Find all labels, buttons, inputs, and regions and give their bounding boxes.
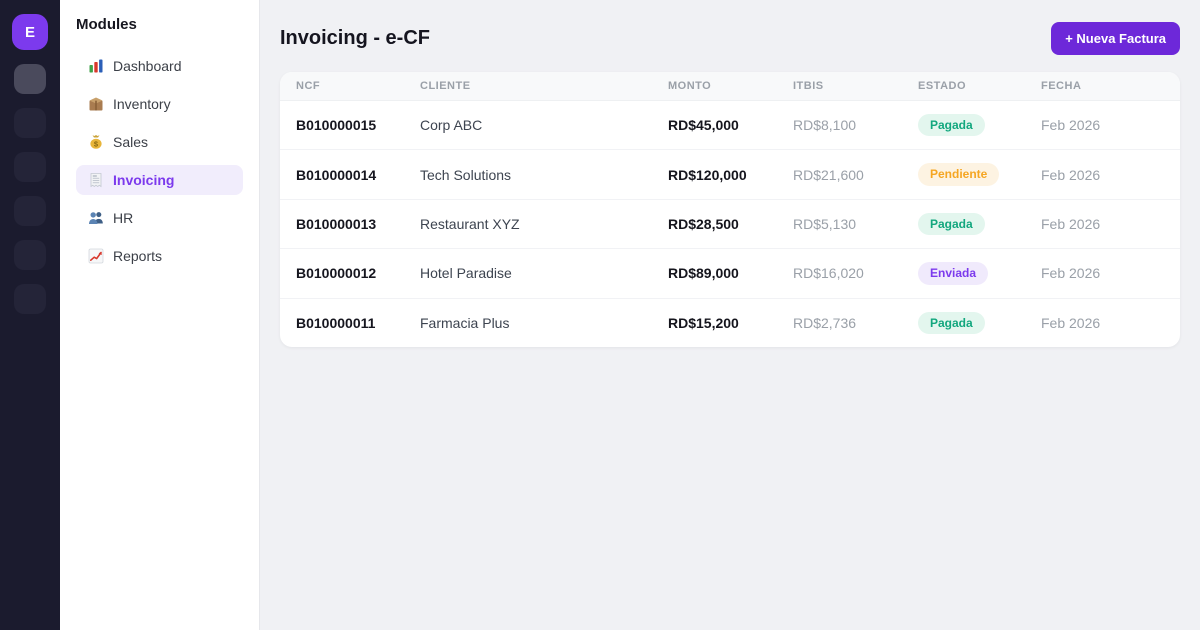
cell-fecha: Feb 2026 bbox=[1025, 100, 1180, 151]
cell-itbis: RD$2,736 bbox=[793, 314, 857, 331]
sidebar-item-hr[interactable]: HR bbox=[76, 203, 243, 233]
rail-icon-placeholder[interactable] bbox=[14, 284, 46, 314]
cell-monto: RD$28,500 bbox=[652, 199, 777, 250]
sidebar-item-label: Reports bbox=[113, 248, 163, 264]
invoices-table: NCF CLIENTE MONTO ITBIS ESTADO FECHA B0100000… bbox=[280, 72, 1180, 347]
main-content: Invoicing - e-CF + Nueva Factura NCF CLIE… bbox=[260, 0, 1200, 630]
svg-text:$: $ bbox=[94, 139, 99, 148]
invoice-row: B010000013 Restaurant XYZ RD$28,500 RD$5,13… bbox=[280, 199, 1180, 250]
cell-ncf: B010000015 bbox=[280, 100, 404, 151]
cell-cliente: Tech Solutions bbox=[404, 149, 652, 200]
invoice-row: B010000015 Corp ABC RD$45,000 RD$8,100 Pagad… bbox=[280, 100, 1180, 151]
invoice-row: B010000014 Tech Solutions RD$120,000 RD$21,… bbox=[280, 149, 1180, 200]
cell-fecha: Feb 2026 bbox=[1025, 248, 1180, 299]
status-badge: Pagada bbox=[918, 311, 985, 334]
sidebar-item-inventory[interactable]: Inventory bbox=[76, 89, 243, 119]
sales-icon: $ bbox=[88, 134, 104, 150]
cell-ncf: B010000013 bbox=[280, 199, 404, 250]
icon-rail: E bbox=[0, 0, 60, 630]
cell-cliente: Hotel Paradise bbox=[404, 248, 652, 299]
cell-itbis: RD$5,130 bbox=[777, 199, 902, 250]
inventory-icon bbox=[88, 96, 104, 112]
column-header-ncf: NCF bbox=[280, 72, 404, 101]
sidebar-item-list: Dashboard Inventory $ Sales Invoicing HR… bbox=[76, 51, 243, 271]
hr-icon bbox=[88, 210, 104, 226]
rail-placeholder-group bbox=[14, 64, 46, 328]
cell-itbis: RD$8,100 bbox=[777, 100, 902, 151]
modules-sidebar: Modules Dashboard Inventory $ Sales Invo… bbox=[60, 0, 260, 630]
rail-icon-placeholder[interactable] bbox=[14, 152, 46, 182]
rail-icon-placeholder[interactable] bbox=[14, 196, 46, 226]
cell-monto: RD$45,000 bbox=[652, 100, 777, 151]
column-header-itbis: ITBIS bbox=[777, 72, 902, 101]
sidebar-item-invoicing[interactable]: Invoicing bbox=[76, 165, 243, 195]
cell-monto: RD$15,200 bbox=[668, 314, 739, 331]
cell-cliente: Restaurant XYZ bbox=[404, 199, 652, 250]
cell-cliente: Farmacia Plus bbox=[420, 314, 510, 331]
cell-estado: Pendiente bbox=[902, 149, 1025, 200]
column-header-monto: MONTO bbox=[652, 72, 777, 101]
cell-ncf: B010000011 bbox=[296, 314, 376, 331]
cell-cliente: Corp ABC bbox=[404, 100, 652, 151]
sidebar-item-label: Inventory bbox=[113, 96, 171, 112]
cell-estado: Pagada bbox=[902, 100, 1025, 151]
column-header-estado: ESTADO bbox=[902, 72, 1025, 101]
rail-icon-placeholder[interactable] bbox=[14, 108, 46, 138]
sidebar-item-dashboard[interactable]: Dashboard bbox=[76, 51, 243, 81]
status-badge: Pendiente bbox=[918, 163, 1000, 186]
cell-fecha: Feb 2026 bbox=[1025, 149, 1180, 200]
sidebar-title: Modules bbox=[76, 16, 137, 33]
page-header: Invoicing - e-CF + Nueva Factura bbox=[280, 20, 1180, 56]
sidebar-item-label: Sales bbox=[113, 134, 149, 150]
cell-estado: Pagada bbox=[902, 199, 1025, 250]
cell-monto: RD$120,000 bbox=[652, 149, 777, 200]
rail-icon-placeholder[interactable] bbox=[14, 64, 46, 94]
sidebar-item-reports[interactable]: Reports bbox=[76, 241, 243, 271]
invoicing-icon bbox=[88, 172, 104, 188]
sidebar-item-label: Dashboard bbox=[113, 58, 182, 74]
cell-itbis: RD$16,020 bbox=[777, 248, 902, 299]
new-invoice-button[interactable]: + Nueva Factura bbox=[1051, 21, 1180, 55]
cell-estado: Pagada bbox=[902, 298, 1025, 347]
page-title: Invoicing - e-CF bbox=[280, 26, 430, 49]
invoice-row: B010000012 Hotel Paradise RD$89,000 RD$16,0… bbox=[280, 248, 1180, 299]
table-header-row: NCF CLIENTE MONTO ITBIS ESTADO FECHA bbox=[280, 72, 1180, 101]
dashboard-icon bbox=[88, 58, 104, 74]
sidebar-item-label: HR bbox=[113, 210, 134, 226]
status-badge: Enviada bbox=[918, 262, 989, 285]
status-badge: Pagada bbox=[918, 114, 985, 137]
invoices-table-card: NCF CLIENTE MONTO ITBIS ESTADO FECHA B0100000… bbox=[280, 72, 1180, 347]
invoice-row: B010000011 Farmacia Plus RD$15,200 RD$2,736… bbox=[280, 298, 1180, 347]
reports-icon bbox=[88, 248, 104, 264]
cell-ncf: B010000014 bbox=[280, 149, 404, 200]
sidebar-item-sales[interactable]: $ Sales bbox=[76, 127, 243, 157]
cell-fecha: Feb 2026 bbox=[1025, 199, 1180, 250]
cell-estado: Enviada bbox=[902, 248, 1025, 299]
cell-ncf: B010000012 bbox=[280, 248, 404, 299]
column-header-cliente: CLIENTE bbox=[404, 72, 652, 101]
cell-itbis: RD$21,600 bbox=[777, 149, 902, 200]
rail-icon-placeholder[interactable] bbox=[14, 240, 46, 270]
sidebar-item-label: Invoicing bbox=[113, 172, 175, 188]
cell-fecha: Feb 2026 bbox=[1041, 314, 1101, 331]
column-header-fecha: FECHA bbox=[1025, 72, 1180, 101]
app-logo[interactable]: E bbox=[12, 14, 48, 50]
cell-monto: RD$89,000 bbox=[652, 248, 777, 299]
status-badge: Pagada bbox=[918, 212, 985, 236]
